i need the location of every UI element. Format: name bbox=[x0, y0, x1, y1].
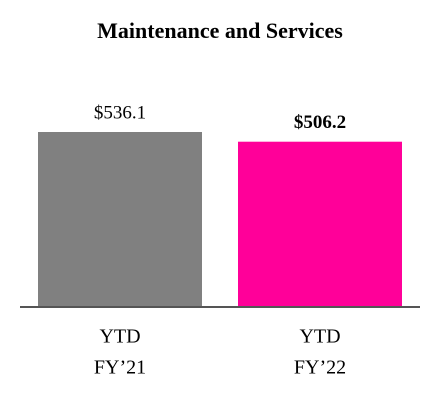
category-label: FY’22 bbox=[294, 357, 346, 379]
category-label: FY’21 bbox=[94, 357, 146, 379]
bar bbox=[38, 132, 202, 306]
value-label: $536.1 bbox=[94, 102, 146, 123]
bar bbox=[238, 141, 402, 306]
chart-title: Maintenance and Services bbox=[97, 18, 343, 43]
value-label: $506.2 bbox=[294, 112, 346, 133]
category-label: YTD bbox=[99, 326, 140, 348]
category-label: YTD bbox=[299, 326, 340, 348]
